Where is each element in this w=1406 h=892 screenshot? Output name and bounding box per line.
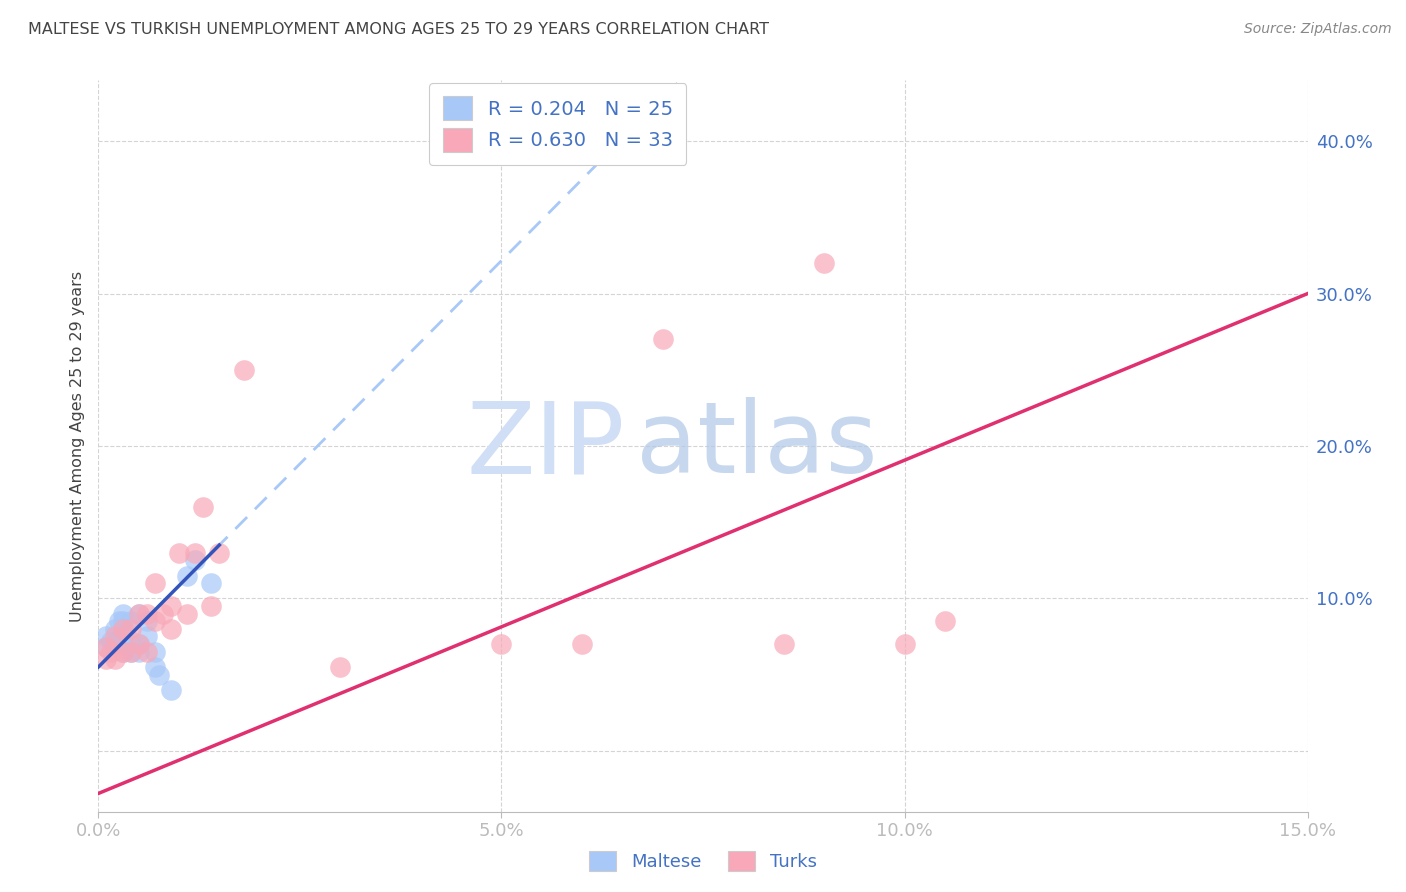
Point [103,652,125,666]
Point [813,256,835,270]
Point [120,645,142,659]
Point [120,622,142,636]
Point [160,599,183,613]
Point [96,630,118,644]
Point [107,614,129,628]
Point [184,553,207,567]
Point [111,645,134,659]
Point [772,637,794,651]
Point [111,607,134,621]
Point [128,637,150,651]
Point [143,660,166,674]
Point [148,667,170,681]
Point [167,546,190,560]
Point [934,614,956,628]
Point [651,332,673,346]
Point [135,614,157,628]
Point [120,645,142,659]
Point [176,607,198,621]
Point [96,640,118,655]
Point [100,645,122,659]
Point [208,546,231,560]
Point [160,682,183,697]
Point [176,568,198,582]
Point [135,607,157,621]
Point [103,622,125,636]
Point [491,637,513,651]
Point [160,622,183,636]
Legend: Maltese, Turks: Maltese, Turks [582,844,824,879]
Text: atlas: atlas [637,398,879,494]
Point [893,637,915,651]
Point [103,630,125,644]
Y-axis label: Unemployment Among Ages 25 to 29 years: Unemployment Among Ages 25 to 29 years [69,270,84,622]
Point [571,637,593,651]
Point [329,660,352,674]
Point [152,607,174,621]
Point [111,630,134,644]
Point [103,637,125,651]
Point [135,630,157,644]
Point [128,607,150,621]
Point [128,607,150,621]
Point [96,640,118,655]
Point [100,634,122,648]
Text: MALTESE VS TURKISH UNEMPLOYMENT AMONG AGES 25 TO 29 YEARS CORRELATION CHART: MALTESE VS TURKISH UNEMPLOYMENT AMONG AG… [28,22,769,37]
Point [128,637,150,651]
Legend: R = 0.204   N = 25, R = 0.630   N = 33: R = 0.204 N = 25, R = 0.630 N = 33 [429,83,686,165]
Point [111,614,134,628]
Point [193,500,215,514]
Point [120,614,142,628]
Point [184,546,207,560]
Point [128,645,150,659]
Point [200,576,222,591]
Point [111,622,134,636]
Text: Source: ZipAtlas.com: Source: ZipAtlas.com [1244,22,1392,37]
Point [120,634,142,648]
Point [143,645,166,659]
Text: ZIP: ZIP [465,398,624,494]
Point [111,645,134,659]
Point [96,652,118,666]
Point [143,614,166,628]
Point [143,576,166,591]
Point [135,645,157,659]
Point [200,599,222,613]
Point [232,363,254,377]
